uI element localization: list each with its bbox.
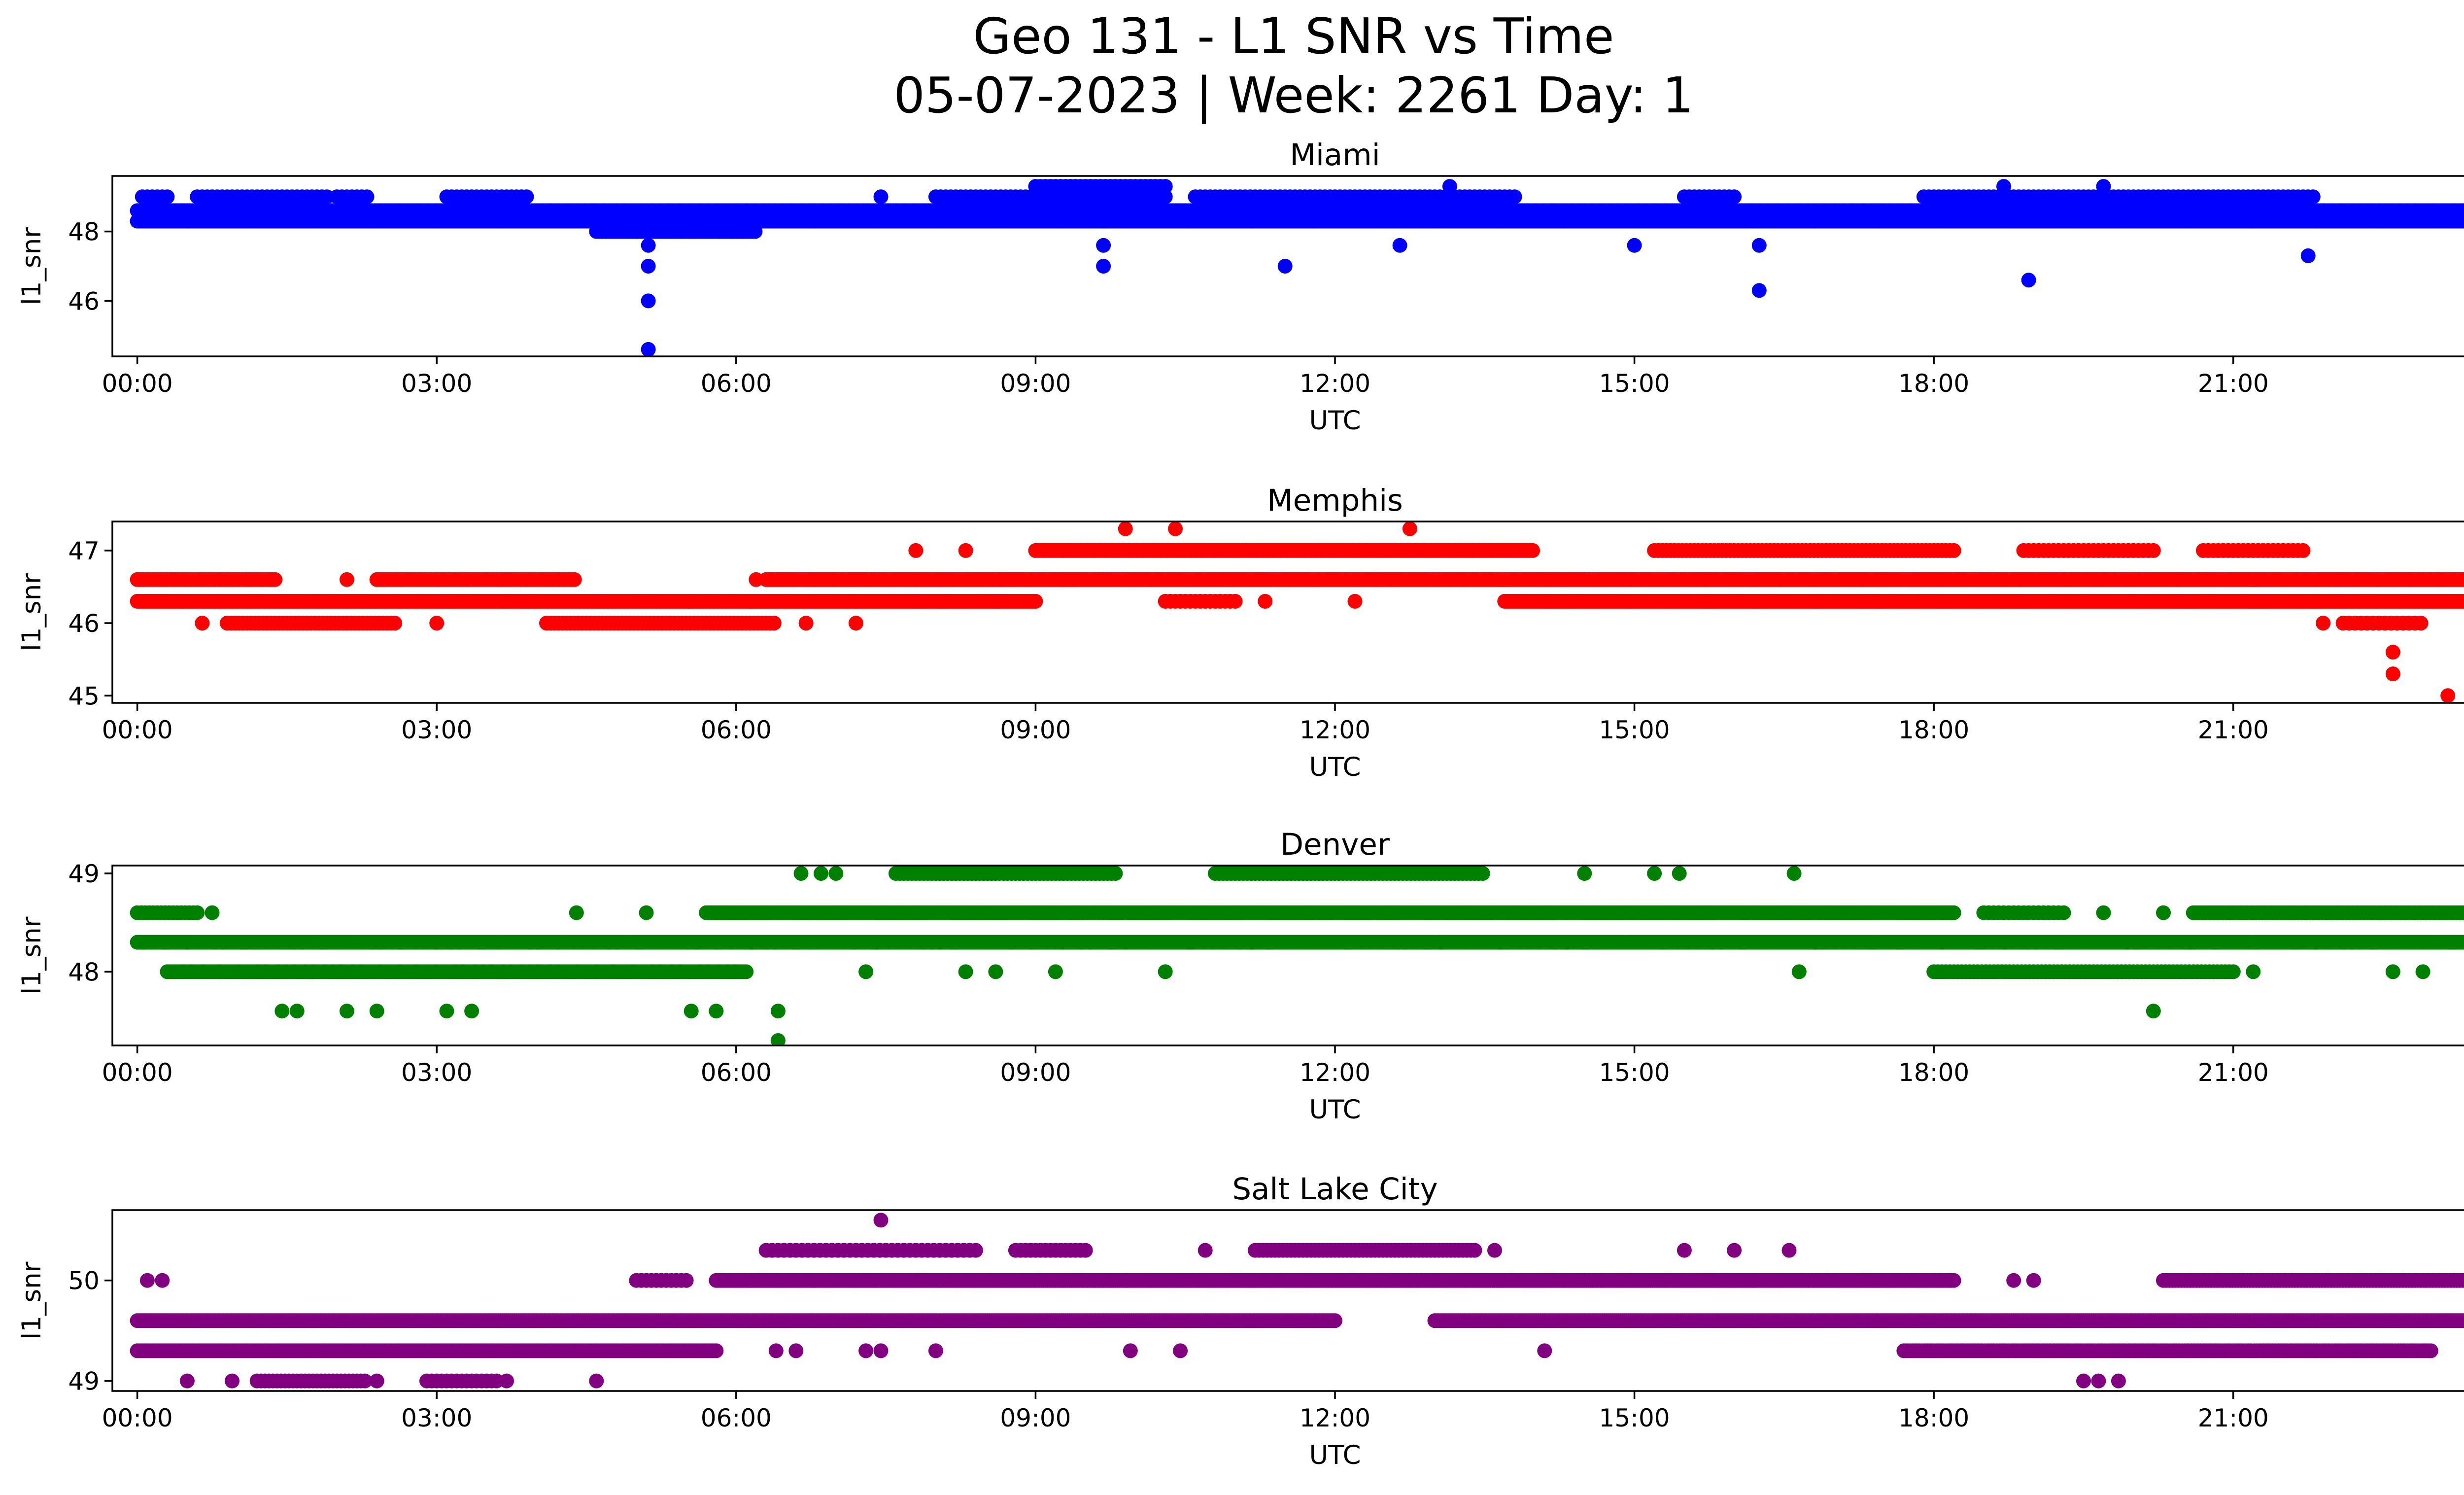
- data-point: [2413, 616, 2429, 631]
- data-point: [2385, 666, 2400, 682]
- y-axis-label: l1_snr: [17, 227, 47, 305]
- x-axis-label: UTC: [1309, 406, 1361, 436]
- data-point: [519, 189, 534, 205]
- data-point: [1525, 543, 1540, 558]
- data-point: [766, 616, 782, 631]
- data-point: [1096, 259, 1111, 274]
- x-tick-label: 21:00: [2198, 716, 2269, 744]
- x-tick-label: 03:00: [401, 369, 472, 398]
- data-point: [1096, 213, 1111, 229]
- x-tick-label: 06:00: [701, 369, 772, 398]
- data-point: [2460, 204, 2464, 217]
- figure-title-line-1: Geo 131 - L1 SNR vs Time: [973, 7, 1614, 65]
- y-tick-label: 47: [68, 537, 100, 565]
- scatter-points: [130, 866, 2464, 1046]
- data-point: [1442, 179, 1457, 194]
- x-tick-label: 00:00: [102, 369, 173, 398]
- data-point: [1168, 521, 1183, 536]
- data-point: [629, 224, 644, 239]
- data-point: [1751, 238, 1767, 253]
- x-tick-label: 03:00: [401, 716, 472, 744]
- data-point: [1751, 283, 1767, 298]
- data-point: [641, 238, 656, 253]
- data-point: [1158, 179, 1173, 194]
- data-point: [641, 342, 656, 357]
- data-point: [429, 616, 445, 631]
- data-point: [958, 543, 973, 558]
- data-point: [798, 616, 814, 631]
- x-tick-label: 15:00: [1599, 716, 1670, 744]
- data-point: [2461, 574, 2464, 586]
- x-tick-label: 06:00: [701, 716, 772, 744]
- data-point: [2385, 645, 2400, 660]
- data-point: [2295, 543, 2311, 558]
- subplot-title: Denver: [1280, 827, 1390, 862]
- subplot-title: Miami: [1290, 138, 1380, 173]
- data-point: [1258, 593, 1273, 609]
- scatter-points: [130, 179, 2464, 357]
- y-tick-label: 46: [68, 609, 100, 638]
- data-point: [1096, 238, 1111, 253]
- data-point: [2316, 616, 2331, 631]
- data-point: [709, 213, 724, 229]
- data-point: [2021, 273, 2036, 288]
- data-point: [749, 572, 764, 587]
- data-point: [748, 224, 763, 239]
- data-point: [1118, 521, 1133, 536]
- data-point: [2461, 595, 2464, 607]
- data-point: [641, 293, 656, 309]
- data-point: [1946, 543, 1961, 558]
- y-axis-label: l1_snr: [17, 573, 47, 651]
- data-point: [848, 616, 863, 631]
- data-point: [2305, 189, 2321, 205]
- data-point: [1028, 593, 1043, 609]
- x-tick-label: 12:00: [1300, 369, 1370, 398]
- data-point: [2440, 688, 2456, 703]
- figure-title-line-2: 05-07-2023 | Week: 2261 Day: 1: [893, 67, 1693, 124]
- data-point: [2096, 179, 2111, 194]
- data-point: [1627, 238, 1642, 253]
- x-tick-label: 12:00: [1300, 716, 1370, 744]
- data-point: [2463, 207, 2464, 215]
- data-point: [1277, 259, 1293, 274]
- x-tick-label: 21:00: [2198, 369, 2269, 398]
- subplot-miami: Miami 00:00 03:00 06:00 09:00 12:00 15:00 18:00…: [17, 138, 2464, 436]
- x-axis-label: UTC: [1309, 752, 1361, 782]
- subplot-memphis: Memphis 00:00 03:00 06:00 09:00 12:00 15:00 18:…: [17, 483, 2464, 782]
- data-point: [1507, 189, 1522, 205]
- x-tick-label: 15:00: [1599, 369, 1670, 398]
- x-tick-label: 09:00: [1000, 369, 1071, 398]
- data-point: [641, 259, 656, 274]
- x-tick-label: 00:00: [102, 716, 173, 744]
- data-point: [2461, 215, 2464, 227]
- data-point: [387, 616, 403, 631]
- data-point: [1347, 593, 1363, 609]
- x-tick-label: 18:00: [1898, 716, 1969, 744]
- data-point: [1727, 189, 1742, 205]
- data-point: [268, 572, 283, 587]
- data-point: [1392, 238, 1407, 253]
- subplots: Miami 00:00 03:00 06:00 09:00 12:00 15:00 18:00…: [17, 138, 2464, 1470]
- data-point: [1228, 593, 1243, 609]
- y-tick-label: 46: [68, 287, 100, 315]
- data-point: [873, 189, 889, 205]
- data-point: [1996, 179, 2011, 194]
- y-tick-label: 48: [68, 218, 100, 246]
- scatter-points: [130, 521, 2464, 703]
- data-point: [195, 616, 210, 631]
- data-point: [908, 543, 924, 558]
- data-point: [160, 189, 175, 205]
- x-tick-label: 18:00: [1898, 369, 1969, 398]
- subplot-title: Memphis: [1267, 483, 1403, 518]
- data-point: [2146, 543, 2161, 558]
- data-point: [567, 572, 582, 587]
- data-point: [2300, 248, 2316, 263]
- data-point: [1402, 521, 1417, 536]
- x-tick-label: 09:00: [1000, 716, 1071, 744]
- y-tick-label: 45: [68, 682, 100, 710]
- data-point: [339, 572, 354, 587]
- data-point: [359, 189, 375, 205]
